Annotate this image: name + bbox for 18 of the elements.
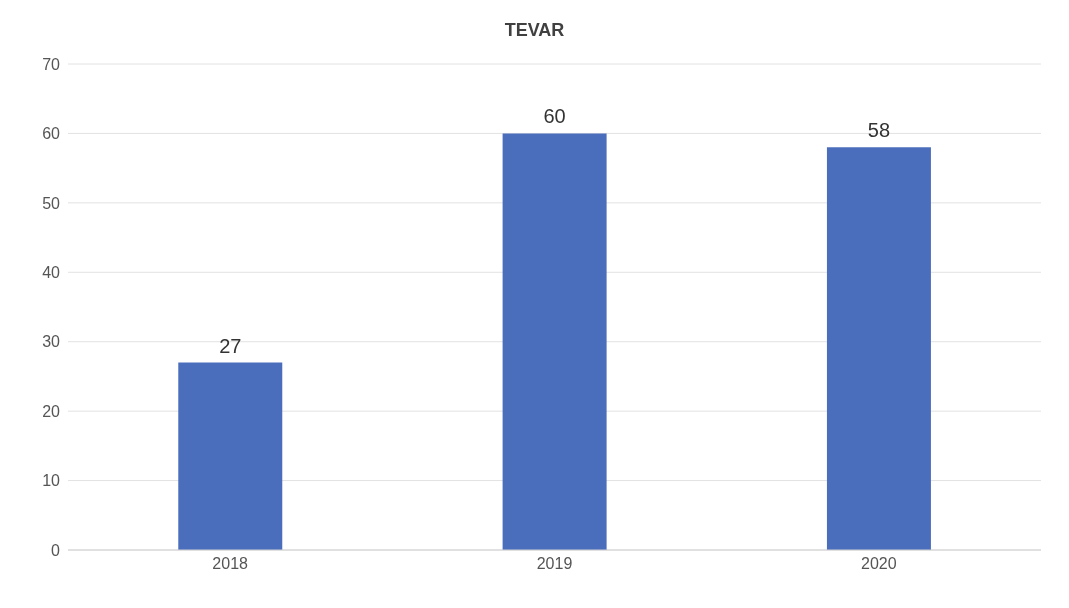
bar — [826, 147, 931, 550]
bar — [178, 362, 283, 550]
y-tick-label: 30 — [42, 333, 61, 351]
y-tick-label: 70 — [42, 55, 61, 73]
bar — [502, 133, 607, 550]
y-tick-label: 50 — [42, 194, 61, 212]
y-tick-label: 0 — [51, 541, 61, 559]
data-label: 60 — [543, 105, 566, 128]
x-tick-label: 2020 — [861, 555, 897, 573]
y-tick-label: 40 — [42, 263, 61, 281]
x-tick-label: 2018 — [212, 555, 249, 573]
data-label: 58 — [867, 119, 891, 142]
chart-title: TEVAR — [503, 19, 566, 42]
y-tick-label: 10 — [42, 472, 61, 490]
data-label: 27 — [219, 334, 242, 357]
y-tick-label: 60 — [42, 125, 61, 143]
y-tick-label: 20 — [42, 402, 61, 420]
x-tick-label: 2019 — [536, 555, 573, 573]
